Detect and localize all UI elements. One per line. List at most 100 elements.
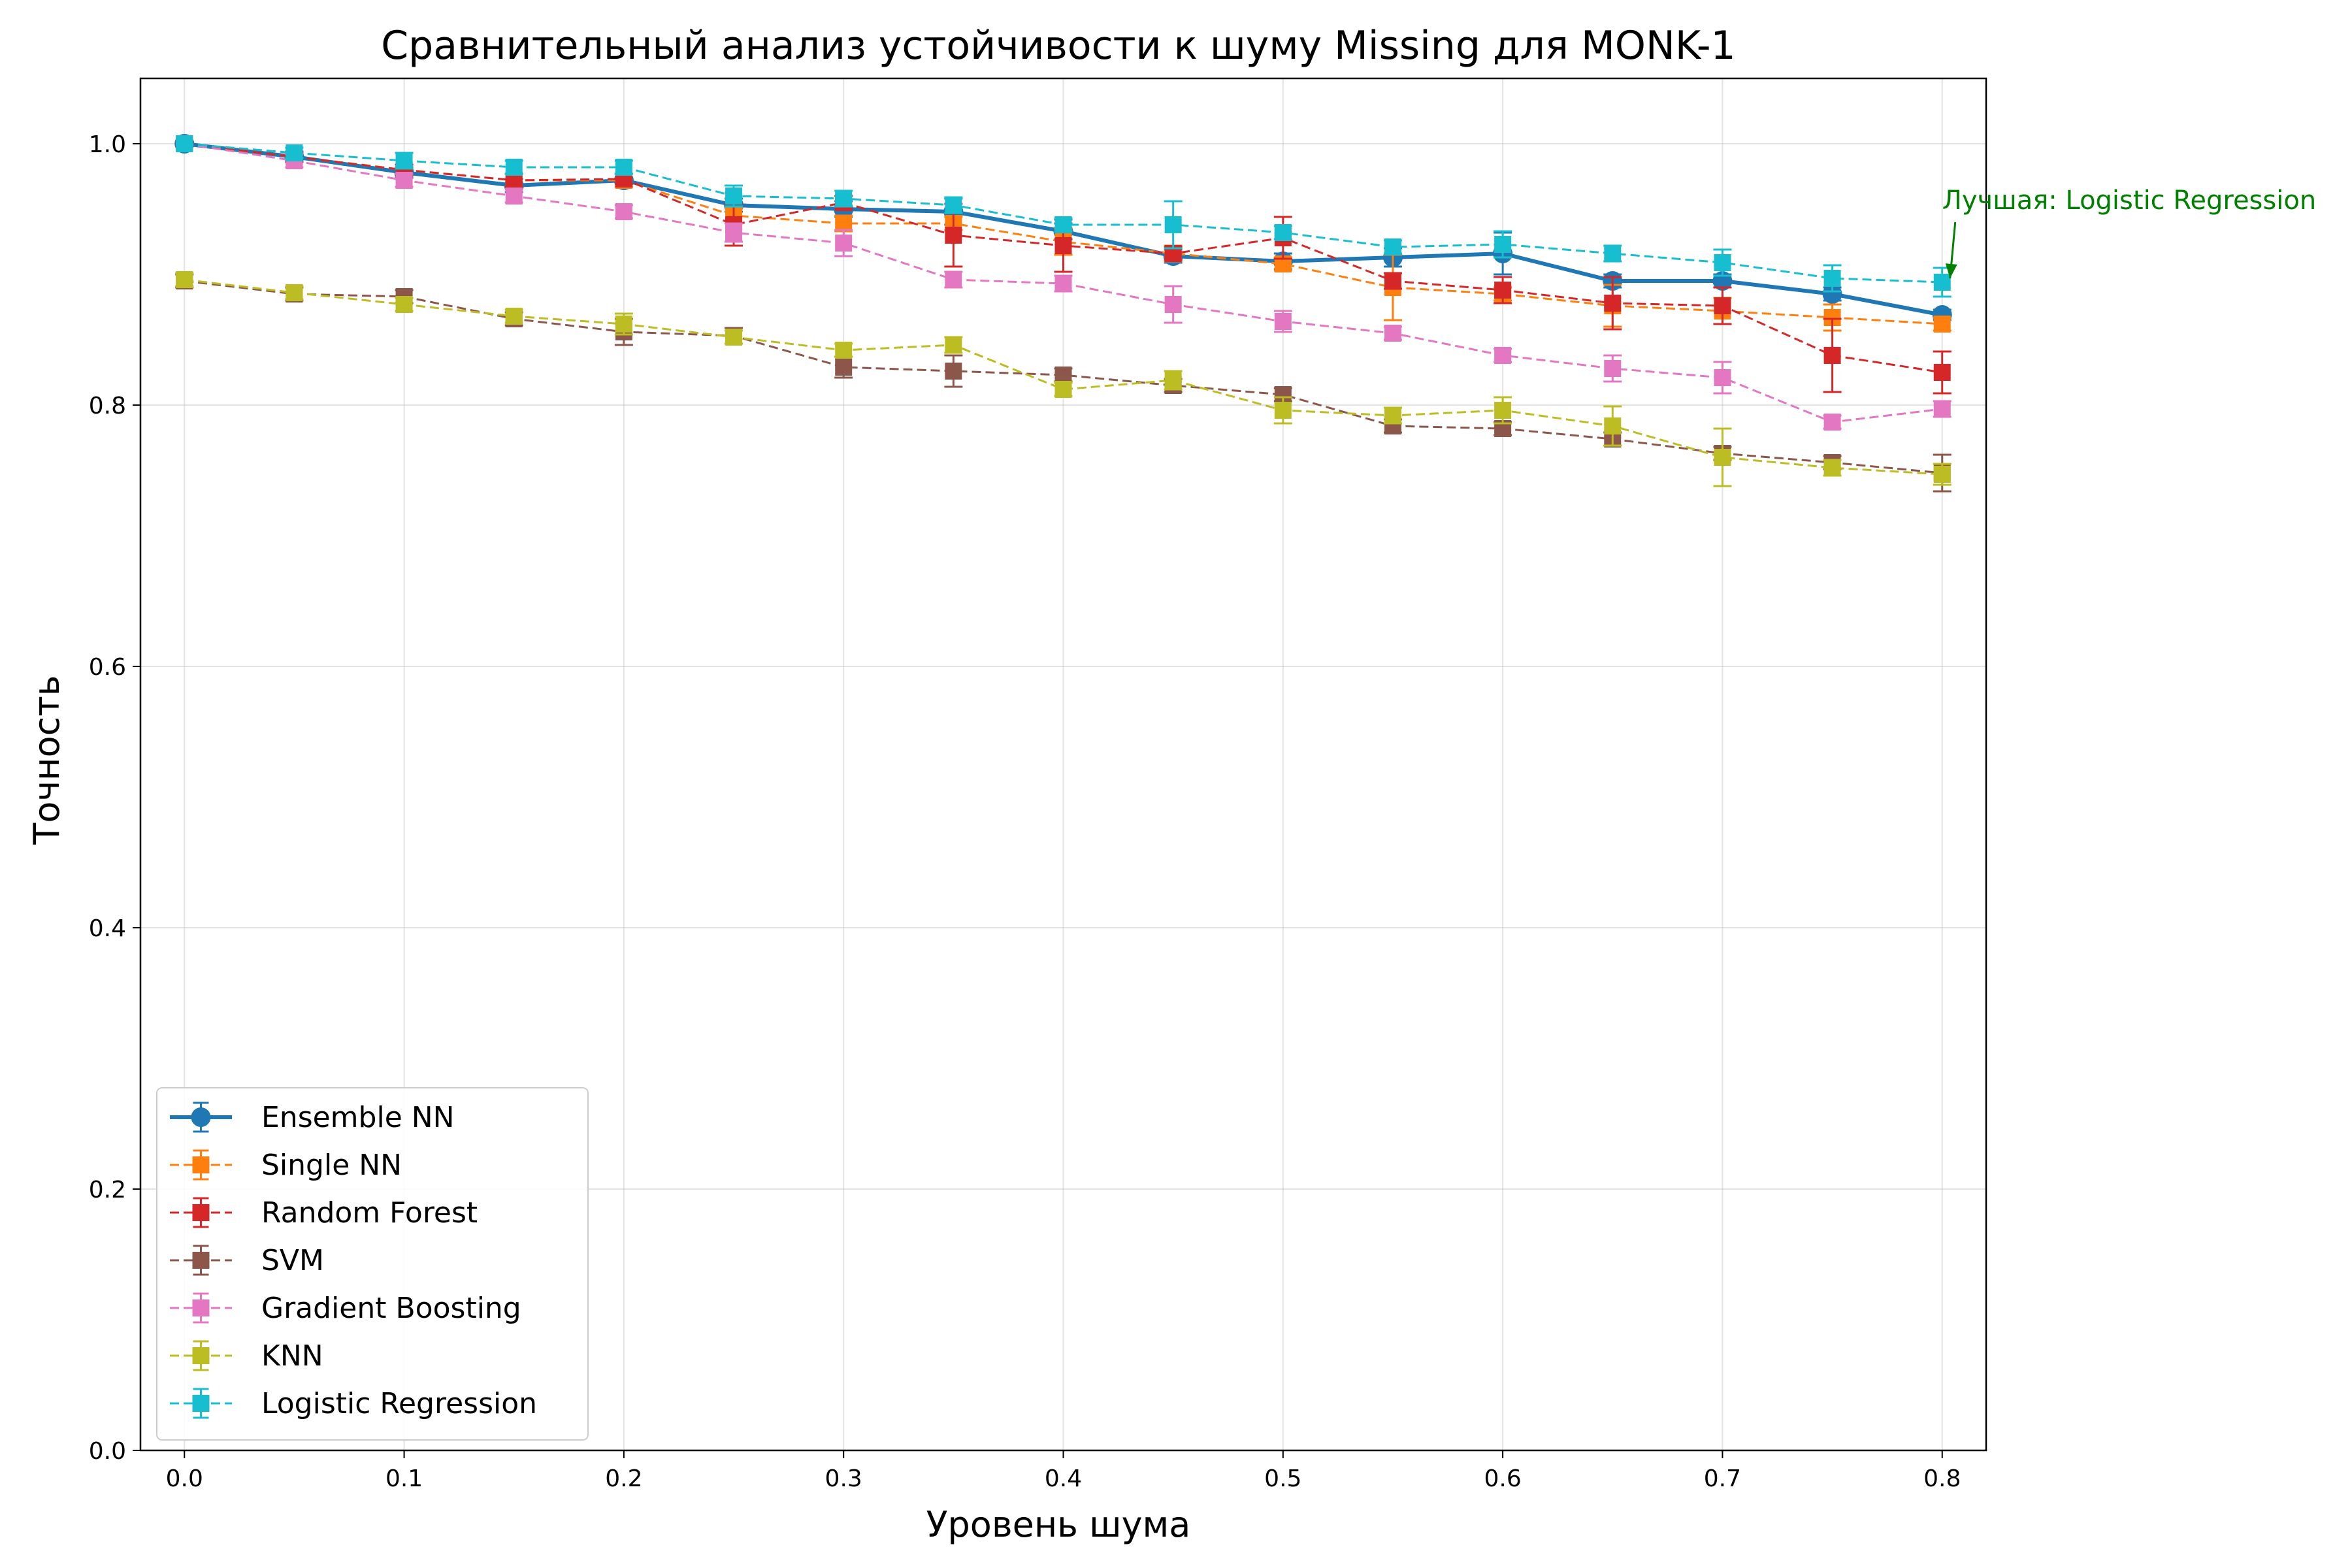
legend-label: KNN — [261, 1339, 323, 1373]
y-tick-label: 0.0 — [89, 1438, 126, 1465]
legend-entry-ensemble-nn: Ensemble NN — [170, 1101, 455, 1134]
legend-label: Gradient Boosting — [261, 1292, 521, 1325]
y-tick-label: 1.0 — [89, 131, 126, 158]
x-tick-label: 0.2 — [605, 1465, 642, 1492]
chart-title: Сравнительный анализ устойчивости к шуму… — [381, 23, 1735, 69]
data-point — [615, 159, 632, 176]
legend: Ensemble NN Single NN Random Forest SVM Grad… — [156, 1087, 589, 1441]
x-tick-label: 0.6 — [1484, 1465, 1521, 1492]
data-point — [945, 197, 962, 214]
data-point — [615, 203, 632, 220]
data-point — [1714, 254, 1731, 271]
plot-frame — [139, 77, 1987, 1452]
data-point — [1164, 216, 1182, 233]
legend-label: Logistic Regression — [261, 1387, 537, 1420]
data-point — [1933, 466, 1951, 483]
data-point — [1933, 274, 1951, 291]
data-point — [505, 188, 523, 204]
x-tick-label: 0.1 — [385, 1465, 423, 1492]
data-point — [725, 188, 743, 204]
y-tick-label: 0.6 — [89, 654, 126, 681]
data-point — [1823, 347, 1841, 364]
legend-label: SVM — [261, 1244, 324, 1277]
legend-marker — [192, 1299, 210, 1316]
annotation-arrow-head — [1945, 263, 1957, 278]
legend-marker — [191, 1107, 211, 1127]
data-point — [1054, 275, 1072, 292]
data-point — [725, 329, 743, 346]
data-point — [1494, 282, 1512, 299]
data-point — [1933, 316, 1951, 333]
data-point — [945, 271, 962, 288]
data-point — [505, 308, 523, 325]
data-point — [1164, 372, 1182, 389]
data-point — [725, 224, 743, 241]
x-tick-label: 0.5 — [1264, 1465, 1301, 1492]
legend-marker — [192, 1156, 210, 1173]
data-point — [176, 271, 193, 288]
data-point — [835, 235, 853, 252]
data-point — [1054, 381, 1072, 398]
data-point — [1604, 245, 1622, 262]
axes: 0.0 0.1 0.2 0.3 0.4 0.5 0.6 0.7 0.8 0.0 0.2 0.4 0.6 0… — [89, 77, 1987, 1492]
series-gradient-boosting — [176, 135, 1952, 431]
legend-entry-random-forest: Random Forest — [170, 1196, 478, 1230]
y-tick-label: 0.8 — [89, 393, 126, 419]
data-point — [1164, 296, 1182, 313]
legend-entry-svm: SVM — [170, 1244, 324, 1277]
data-point — [1822, 284, 1842, 304]
data-point — [1384, 325, 1401, 342]
data-point — [1933, 364, 1951, 381]
y-tick-label: 0.2 — [89, 1177, 126, 1203]
data-point — [1823, 270, 1841, 287]
data-point — [1274, 224, 1292, 241]
data-point — [1054, 216, 1072, 233]
series-line — [184, 278, 1942, 476]
x-tick-label: 0.7 — [1704, 1465, 1741, 1492]
annotation-layer: Лучшая: Logistic Regression — [1942, 186, 2316, 279]
legend-marker — [192, 1204, 210, 1221]
data-point — [945, 227, 962, 244]
data-point — [1384, 272, 1401, 289]
x-tick-label: 0.0 — [166, 1465, 203, 1492]
x-tick-label: 0.8 — [1923, 1465, 1961, 1492]
data-point — [1494, 236, 1512, 253]
legend-marker — [192, 1252, 210, 1269]
data-point — [1604, 360, 1622, 377]
legend-label: Ensemble NN — [261, 1101, 455, 1134]
data-point — [835, 342, 853, 359]
legend-entry-single-nn: Single NN — [170, 1149, 402, 1182]
annotation-label: Лучшая: Logistic Regression — [1942, 186, 2316, 216]
data-point — [1714, 369, 1731, 386]
series-layer — [174, 134, 1952, 493]
data-point — [395, 172, 413, 189]
data-point — [176, 135, 193, 152]
data-point — [1054, 237, 1072, 254]
data-point — [835, 359, 853, 376]
data-point — [1494, 347, 1512, 364]
legend-marker — [192, 1347, 210, 1364]
data-point — [1604, 295, 1622, 312]
data-point — [1494, 402, 1512, 419]
data-point — [505, 159, 523, 176]
data-point — [945, 363, 962, 380]
data-point — [1274, 313, 1292, 330]
data-point — [1604, 417, 1622, 434]
legend-label: Random Forest — [261, 1196, 478, 1230]
series-logistic-regression — [176, 135, 1952, 298]
data-point — [1054, 367, 1072, 384]
y-tick-label: 0.4 — [89, 915, 126, 942]
legend-entry-logistic-regression: Logistic Regression — [170, 1387, 537, 1420]
data-point — [615, 316, 632, 333]
data-point — [1714, 449, 1731, 466]
data-point — [286, 284, 303, 301]
data-point — [835, 190, 853, 207]
legend-box — [156, 1087, 589, 1441]
legend-marker — [192, 1395, 210, 1412]
series-knn — [175, 271, 1952, 487]
data-point — [1274, 402, 1292, 419]
x-tick-label: 0.4 — [1045, 1465, 1082, 1492]
data-point — [395, 296, 413, 313]
data-point — [1384, 238, 1401, 255]
data-point — [1823, 414, 1841, 431]
